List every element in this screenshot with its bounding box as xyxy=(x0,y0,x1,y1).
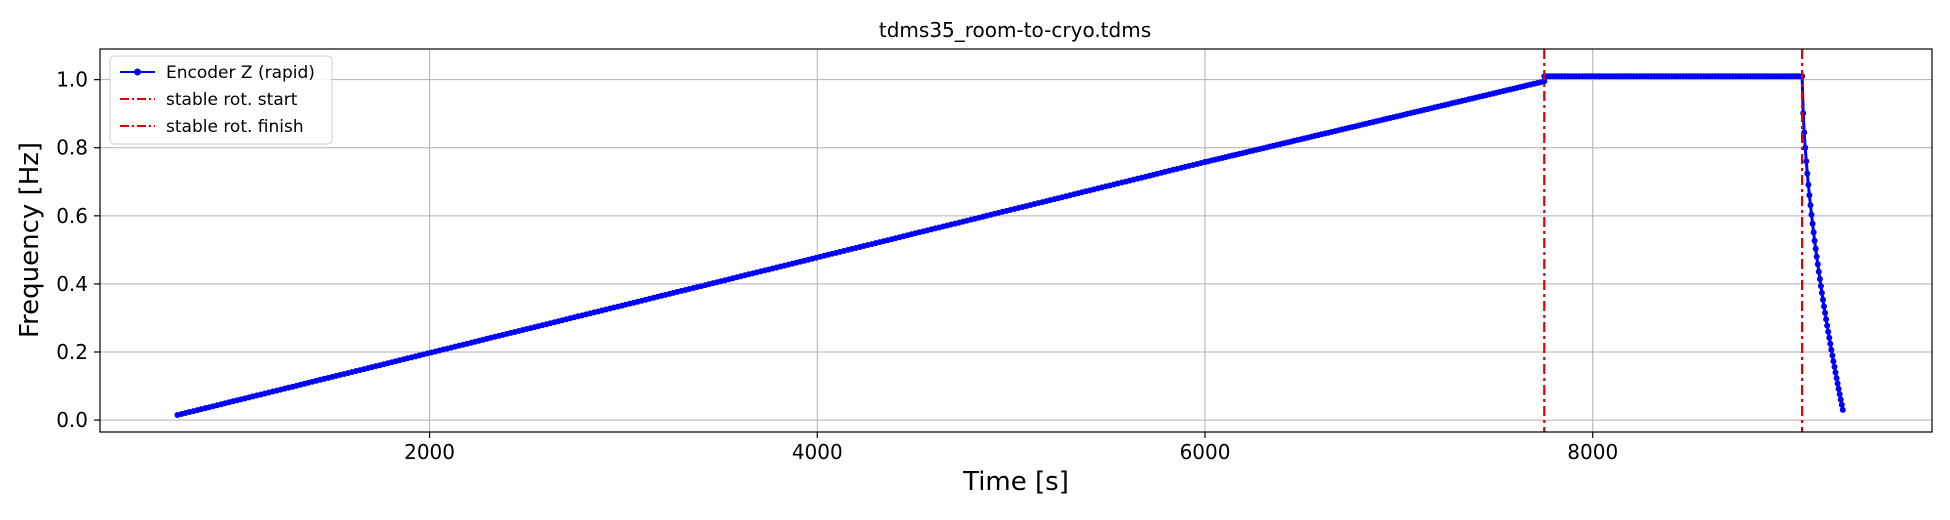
legend-label-stable-start: stable rot. start xyxy=(166,90,298,110)
data-point xyxy=(1835,385,1842,392)
data-point xyxy=(1838,401,1845,408)
x-tick-label: 6000 xyxy=(1180,440,1231,464)
chart-title: tdms35_room-to-cryo.tdms xyxy=(879,18,1151,42)
x-tick-label: 2000 xyxy=(404,440,455,464)
axes-frame xyxy=(99,48,1933,433)
plot-area xyxy=(174,49,1846,432)
data-point xyxy=(1827,340,1834,347)
data-point xyxy=(1812,245,1819,252)
data-point xyxy=(1817,283,1824,289)
data-point xyxy=(1811,237,1818,244)
data-point xyxy=(1809,220,1816,227)
data-point xyxy=(1541,78,1548,85)
data-point xyxy=(1802,144,1809,151)
y-axis-label: Frequency [Hz] xyxy=(15,142,45,338)
data-point xyxy=(1826,334,1833,341)
data-point xyxy=(1825,328,1832,335)
data-point xyxy=(1830,358,1837,365)
data-point xyxy=(1824,322,1831,329)
data-point xyxy=(1831,363,1838,370)
data-point xyxy=(1806,192,1813,199)
legend-box xyxy=(109,55,333,145)
legend-label-stable-finish: stable rot. finish xyxy=(166,117,304,137)
data-point xyxy=(1839,406,1846,413)
y-tick-label: 0.2 xyxy=(56,340,88,364)
data-point xyxy=(1822,309,1829,316)
data-point xyxy=(1808,211,1815,218)
y-tick-label: 0.6 xyxy=(56,204,88,228)
data-point xyxy=(1805,181,1812,188)
data-point xyxy=(1803,158,1810,165)
data-point xyxy=(1814,261,1821,268)
data-point xyxy=(1815,268,1822,275)
ticks: 2000 4000 6000 8000 0.0 0.2 0.4 0.6 0.8 1.0 xyxy=(56,68,1618,464)
legend-label-encoder: Encoder Z (rapid) xyxy=(166,63,315,83)
x-axis-label: Time [s] xyxy=(962,467,1069,497)
data-point xyxy=(1829,352,1836,359)
legend-marker-encoder xyxy=(134,68,141,76)
y-tick-label: 0.8 xyxy=(56,136,88,160)
data-point xyxy=(1820,296,1826,303)
legend: Encoder Z (rapid) stable rot. start stab… xyxy=(109,55,333,145)
x-tick-label: 8000 xyxy=(1567,440,1618,464)
data-point xyxy=(1810,229,1817,236)
data-point xyxy=(1837,396,1844,403)
data-point xyxy=(1828,346,1835,353)
data-point xyxy=(1807,202,1814,209)
data-point xyxy=(1818,289,1825,296)
x-tick-label: 4000 xyxy=(792,440,843,464)
data-point xyxy=(1832,369,1839,376)
data-point xyxy=(1823,316,1830,323)
y-tick-label: 1.0 xyxy=(56,68,88,92)
y-tick-label: 0.4 xyxy=(56,272,88,296)
data-point xyxy=(1833,375,1840,382)
data-point xyxy=(1816,276,1823,282)
data-point xyxy=(1804,170,1811,177)
data-point xyxy=(1813,253,1820,260)
grid xyxy=(100,49,1932,432)
data-point xyxy=(1834,380,1841,387)
data-point xyxy=(1836,391,1843,398)
data-point xyxy=(1821,303,1827,310)
y-tick-label: 0.0 xyxy=(56,408,88,432)
